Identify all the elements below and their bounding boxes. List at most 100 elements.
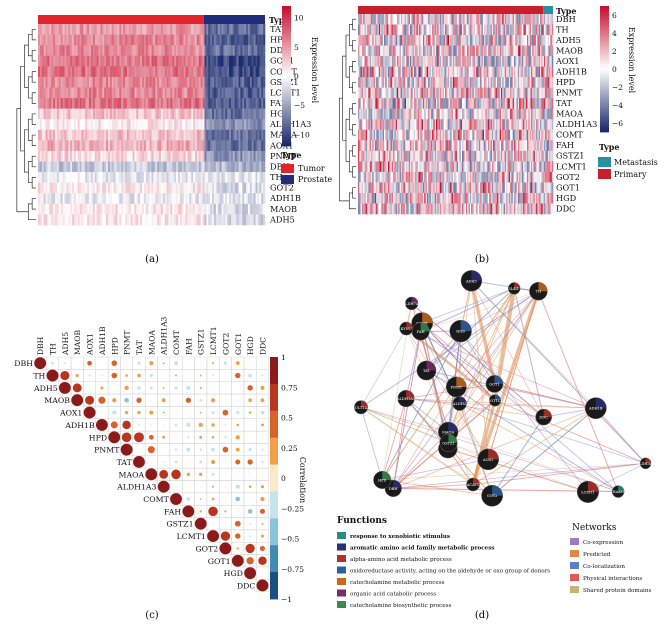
heatmap-cell: [195, 24, 198, 35]
heatmap-cell: [255, 108, 258, 120]
heatmap-cell: [430, 24, 433, 36]
heatmap-cell: [96, 45, 99, 57]
heatmap-cell: [533, 140, 536, 152]
heatmap-cell: [468, 14, 471, 25]
heatmap-cell: [547, 66, 550, 78]
heatmap-cell: [538, 150, 541, 162]
heatmap-cell: [467, 24, 469, 36]
heatmap-cell: [441, 129, 443, 141]
heatmap-cell: [130, 203, 133, 215]
heatmap-cell: [373, 140, 376, 152]
row-label-ADH5: ADH5: [269, 214, 295, 224]
heatmap-cell: [411, 171, 413, 183]
heatmap-cell: [43, 214, 46, 226]
heatmap-cell: [49, 203, 52, 215]
heatmap-cell: [538, 66, 541, 78]
heatmap-cell: [117, 172, 120, 183]
heatmap-cell: [384, 35, 386, 46]
heatmap-cell: [174, 172, 177, 183]
heatmap-cell: [263, 129, 266, 141]
heatmap-cell: [363, 35, 365, 46]
heatmap-cell: [417, 150, 420, 162]
heatmap-cell: [507, 45, 510, 57]
heatmap-cell: [542, 77, 545, 88]
heatmap-cell: [98, 161, 101, 173]
heatmap-cell: [506, 45, 508, 57]
heatmap-cell: [484, 56, 486, 67]
heatmap-cell: [204, 119, 207, 131]
heatmap-cell: [390, 108, 393, 120]
colorbar-segment: [282, 28, 291, 32]
heatmap-cell: [477, 24, 480, 36]
heatmap-cell: [60, 76, 63, 88]
heatmap-cell: [363, 171, 365, 183]
heatmap-cell: [484, 98, 486, 110]
heatmap-cell: [117, 34, 120, 46]
heatmap-cell: [411, 87, 413, 99]
heatmap-cell: [189, 140, 192, 152]
heatmap-cell: [459, 45, 461, 57]
heatmap-cell: [115, 203, 118, 215]
heatmap-cell: [399, 98, 402, 110]
heatmap-cell: [62, 98, 65, 109]
heatmap-cell: [499, 77, 502, 88]
heatmap-cell: [516, 119, 519, 131]
heatmap-cell: [373, 129, 376, 141]
heatmap-cell: [373, 66, 376, 78]
heatmap-cell: [191, 129, 194, 141]
heatmap-cell: [530, 45, 533, 57]
heatmap-cell: [410, 77, 412, 88]
heatmap-cell: [397, 35, 399, 46]
heatmap-cell: [502, 14, 504, 25]
heatmap-cell: [478, 24, 481, 36]
heatmap-cell: [236, 150, 239, 162]
heatmap-cell: [96, 150, 99, 162]
heatmap-cell: [147, 214, 150, 226]
heatmap-cell: [104, 119, 107, 131]
colorbar-segment: [282, 56, 291, 60]
heatmap-cell: [361, 119, 364, 131]
heatmap-cell: [367, 66, 369, 78]
heatmap-cell: [434, 98, 437, 110]
heatmap-cell: [520, 108, 523, 120]
heatmap-cell: [104, 161, 107, 173]
heatmap-cell: [391, 56, 394, 67]
heatmap-cell: [437, 87, 439, 99]
heatmap-cell: [512, 56, 515, 67]
heatmap-cell: [523, 98, 525, 110]
heatmap-cell: [87, 161, 90, 173]
heatmap-cell: [395, 150, 398, 162]
heatmap-cell: [183, 140, 186, 152]
heatmap-cell: [70, 129, 73, 141]
heatmap-cell: [443, 108, 446, 120]
heatmap-cell: [94, 119, 97, 131]
heatmap-cell: [423, 45, 425, 57]
heatmap-cell: [408, 56, 411, 67]
heatmap-cell: [102, 45, 105, 57]
heatmap-cell: [72, 66, 75, 78]
heatmap-cell: [508, 87, 511, 99]
heatmap-cell: [523, 14, 525, 25]
heatmap-cell: [136, 98, 139, 109]
heatmap-cell: [488, 129, 490, 141]
heatmap-cell: [445, 171, 447, 183]
heatmap-cell: [439, 87, 442, 99]
heatmap-cell: [445, 182, 447, 194]
heatmap-cell: [221, 193, 224, 205]
heatmap-cell: [517, 129, 520, 141]
heatmap-cell: [136, 129, 139, 141]
heatmap-cell: [72, 193, 75, 205]
heatmap-cell: [399, 66, 402, 78]
heatmap-cell: [501, 98, 503, 110]
heatmap-cell: [523, 119, 525, 131]
heatmap-cell: [70, 24, 73, 35]
heatmap-cell: [147, 172, 150, 183]
heatmap-cell: [419, 119, 421, 131]
heatmap-cell: [168, 108, 171, 120]
heatmap-cell: [121, 87, 124, 99]
heatmap-cell: [491, 150, 494, 162]
heatmap-cell: [261, 55, 264, 67]
heatmap-cell: [475, 66, 477, 78]
heatmap-cell: [369, 161, 372, 173]
heatmap-cell: [374, 98, 377, 110]
